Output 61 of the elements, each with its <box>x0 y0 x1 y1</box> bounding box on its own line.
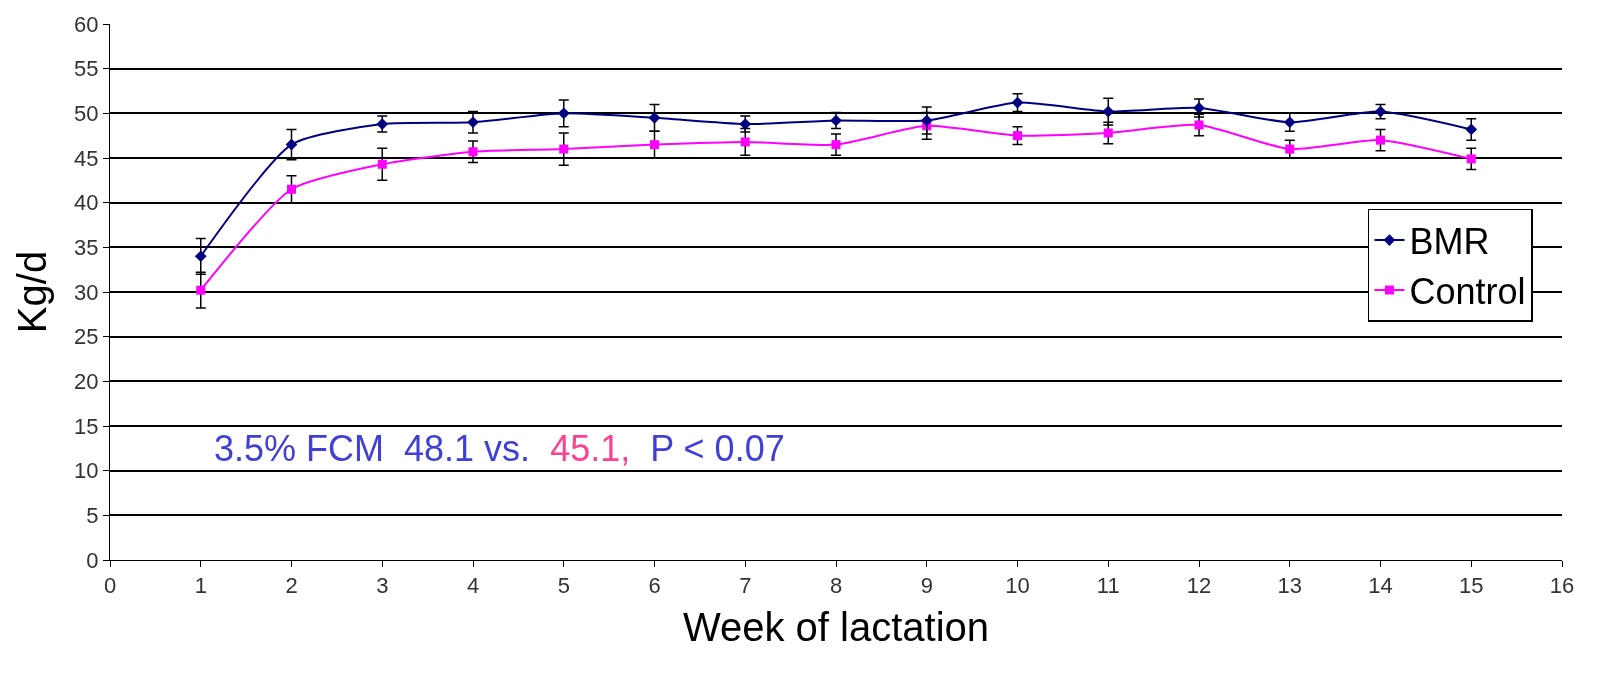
annotation: 45.1, <box>550 428 631 469</box>
point <box>1376 135 1385 145</box>
x-tick-label: 7 <box>739 573 752 599</box>
legend-label: Control <box>1409 270 1526 312</box>
x-tick-label: 13 <box>1277 573 1302 599</box>
annotation: 3.5% FCM 48.1 vs. <box>214 428 531 469</box>
point <box>648 111 661 124</box>
point <box>194 250 207 263</box>
x-tick-label: 8 <box>829 573 843 599</box>
x-tick-label: 16 <box>1549 573 1575 599</box>
point <box>1194 120 1204 130</box>
point <box>1102 105 1115 118</box>
x-tick-label: 15 <box>1459 573 1484 599</box>
legend-label: BMR <box>1409 221 1490 263</box>
y-tick-label: 35 <box>74 235 99 261</box>
x-tick-label: 5 <box>557 573 570 599</box>
annotation: P < 0.07 <box>650 428 785 469</box>
y-tick-label: 5 <box>86 503 99 529</box>
point <box>1465 123 1478 136</box>
point <box>1013 131 1022 141</box>
x-tick-label: 11 <box>1096 573 1120 599</box>
x-tick-label: 6 <box>648 573 661 599</box>
x-tick-label: 14 <box>1368 573 1393 599</box>
y-tick-label: 60 <box>74 11 99 37</box>
y-tick-label: 40 <box>74 190 99 216</box>
point <box>468 147 478 157</box>
y-tick-label: 30 <box>74 279 99 305</box>
point <box>467 116 479 129</box>
point <box>920 114 933 127</box>
y-tick-label: 0 <box>86 547 99 573</box>
y-tick-label: 45 <box>74 145 99 171</box>
y-tick-label: 25 <box>74 324 99 350</box>
y-tick-label: 55 <box>74 56 99 82</box>
y-axis-title: Kg/d <box>9 250 54 334</box>
point <box>1466 154 1476 164</box>
x-tick-label: 10 <box>1005 573 1030 599</box>
point <box>1011 96 1024 109</box>
x-tick-label: 1 <box>194 573 207 599</box>
point <box>1103 128 1113 138</box>
point <box>377 159 387 169</box>
point <box>559 144 569 154</box>
y-tick-label: 20 <box>74 369 99 395</box>
point <box>287 184 296 194</box>
x-tick-label: 12 <box>1186 573 1212 599</box>
y-tick-label: 10 <box>74 458 99 484</box>
x-tick-label: 9 <box>920 573 933 599</box>
x-axis-title: Week of lactation <box>682 604 990 649</box>
y-tick-label: 15 <box>74 413 99 439</box>
x-tick-label: 2 <box>285 573 298 599</box>
point <box>740 137 750 147</box>
x-tick-label: 3 <box>376 573 389 599</box>
point <box>650 140 659 150</box>
y-tick-label: 50 <box>74 101 99 127</box>
point <box>831 140 841 150</box>
point <box>1283 116 1296 129</box>
point <box>557 107 570 120</box>
point <box>196 285 206 295</box>
point <box>1285 144 1295 154</box>
x-tick-label: 4 <box>466 573 480 599</box>
x-tick-label: 0 <box>103 573 117 599</box>
point <box>285 138 298 151</box>
